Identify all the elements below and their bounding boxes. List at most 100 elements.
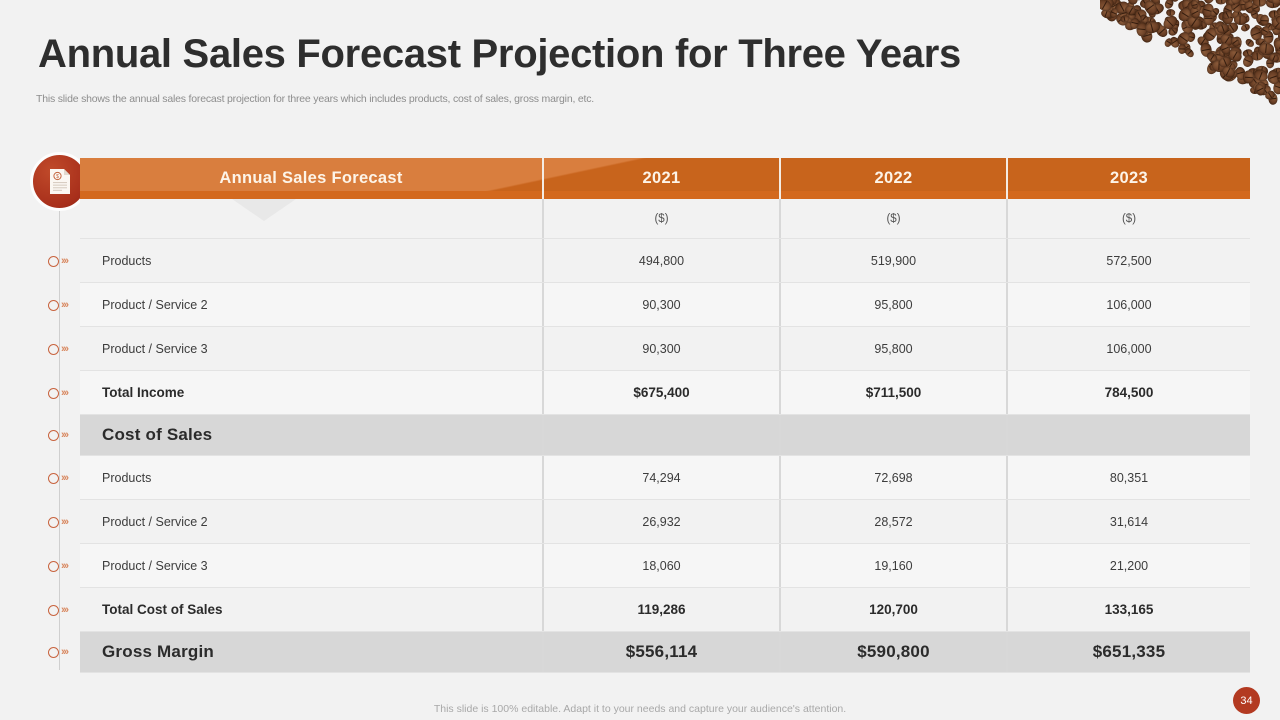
- coffee-bean: [1276, 74, 1280, 94]
- page-title: Annual Sales Forecast Projection for Thr…: [38, 32, 961, 76]
- coffee-bean: [1222, 10, 1234, 25]
- document-dollar-icon: $: [30, 152, 89, 211]
- column-header-2021: 2021: [544, 158, 781, 199]
- coffee-bean: [1137, 17, 1154, 34]
- coffee-bean: [1219, 24, 1234, 39]
- coffee-bean: [1253, 46, 1263, 58]
- marker-ring-icon: [48, 343, 59, 355]
- coffee-bean: [1233, 64, 1248, 81]
- coffee-bean: [1267, 0, 1280, 4]
- coffee-bean: [1265, 71, 1280, 87]
- coffee-bean: [1152, 22, 1170, 40]
- coffee-bean: [1274, 85, 1280, 97]
- coffee-bean: [1195, 34, 1211, 49]
- row-value-cell: 74,294: [544, 456, 781, 499]
- coffee-bean: [1165, 8, 1176, 16]
- circle-chevrons-icon: ›››: [48, 557, 96, 575]
- coffee-bean: [1221, 1, 1235, 17]
- table-row: Product / Service 2 26,932 28,572 31,614: [80, 500, 1250, 544]
- coffee-bean: [1149, 0, 1162, 5]
- coffee-bean: [1270, 22, 1280, 37]
- coffee-bean: [1100, 0, 1119, 7]
- column-header-label: Annual Sales Forecast: [80, 158, 544, 199]
- coffee-bean: [1252, 67, 1269, 83]
- coffee-bean: [1250, 1, 1262, 14]
- coffee-bean: [1142, 15, 1158, 29]
- coffee-bean: [1207, 10, 1218, 23]
- row-value-cell: 28,572: [781, 500, 1008, 543]
- coffee-bean: [1177, 0, 1191, 3]
- row-label-cell: Total Cost of Sales: [80, 588, 544, 631]
- coffee-bean: [1113, 0, 1132, 16]
- rail-line: [59, 200, 60, 670]
- coffee-bean: [1152, 21, 1163, 33]
- coffee-bean: [1266, 68, 1280, 85]
- coffee-bean: [1129, 17, 1141, 31]
- coffee-bean: [1196, 21, 1207, 30]
- coffee-bean: [1253, 82, 1265, 94]
- coffee-bean: [1183, 47, 1196, 60]
- row-label-cell: Product / Service 2: [80, 283, 544, 326]
- marker-ring-icon: [48, 430, 59, 441]
- coffee-bean: [1258, 83, 1273, 98]
- coffee-bean: [1170, 19, 1180, 31]
- coffee-bean: [1190, 14, 1203, 27]
- coffee-bean: [1218, 31, 1235, 48]
- coffee-bean: [1108, 0, 1121, 3]
- coffee-bean: [1258, 41, 1275, 56]
- coffee-bean: [1222, 61, 1237, 74]
- coffee-bean: [1133, 16, 1150, 32]
- coffee-bean: [1226, 0, 1239, 7]
- coffee-bean: [1149, 0, 1160, 6]
- coffee-bean: [1179, 41, 1192, 55]
- coffee-bean: [1258, 83, 1269, 96]
- coffee-bean: [1100, 0, 1116, 12]
- units-cell-2022: ($): [781, 199, 1008, 238]
- coffee-bean: [1220, 67, 1239, 84]
- row-value-cell: [1008, 415, 1250, 455]
- coffee-bean: [1272, 38, 1280, 54]
- coffee-bean: [1162, 36, 1174, 49]
- coffee-bean: [1216, 65, 1236, 84]
- circle-chevrons-icon: ›››: [48, 644, 96, 662]
- coffee-bean: [1222, 60, 1238, 74]
- coffee-bean: [1182, 13, 1196, 29]
- coffee-bean: [1219, 48, 1231, 58]
- marker-chevrons-icon: ›››: [61, 386, 69, 399]
- coffee-bean: [1186, 13, 1200, 26]
- row-label-cell: Cost of Sales: [80, 415, 544, 455]
- marker-ring-icon: [48, 299, 59, 311]
- coffee-bean: [1107, 0, 1125, 14]
- coffee-bean: [1125, 0, 1139, 7]
- coffee-bean: [1128, 10, 1136, 21]
- coffee-bean: [1270, 67, 1280, 82]
- marker-chevrons-icon: ›››: [61, 559, 69, 572]
- row-label-cell: Total Income: [80, 371, 544, 414]
- circle-chevrons-icon: ›››: [48, 513, 96, 531]
- coffee-bean: [1218, 41, 1232, 56]
- coffee-bean: [1126, 1, 1135, 13]
- coffee-bean: [1240, 0, 1254, 5]
- table-row: Product / Service 2 90,300 95,800 106,000: [80, 283, 1250, 327]
- coffee-bean: [1258, 45, 1275, 62]
- coffee-bean: [1269, 0, 1280, 8]
- coffee-bean: [1268, 16, 1280, 33]
- row-value-cell: 72,698: [781, 456, 1008, 499]
- row-value-cell: $651,335: [1092, 642, 1166, 661]
- table-units-row: ($) ($) ($): [80, 199, 1250, 239]
- coffee-bean: [1149, 20, 1158, 31]
- coffee-bean: [1266, 0, 1278, 4]
- coffee-beans-image: [1100, 0, 1280, 105]
- coffee-bean: [1276, 15, 1280, 25]
- marker-chevrons-icon: ›››: [61, 342, 69, 355]
- coffee-bean: [1105, 5, 1119, 22]
- marker-ring-icon: [48, 472, 59, 484]
- coffee-bean: [1217, 34, 1226, 45]
- coffee-bean: [1100, 8, 1114, 21]
- coffee-bean: [1276, 33, 1280, 51]
- coffee-bean: [1213, 21, 1226, 36]
- coffee-bean: [1125, 11, 1135, 23]
- coffee-bean: [1107, 0, 1120, 9]
- coffee-bean: [1100, 0, 1112, 2]
- coffee-bean: [1135, 21, 1148, 37]
